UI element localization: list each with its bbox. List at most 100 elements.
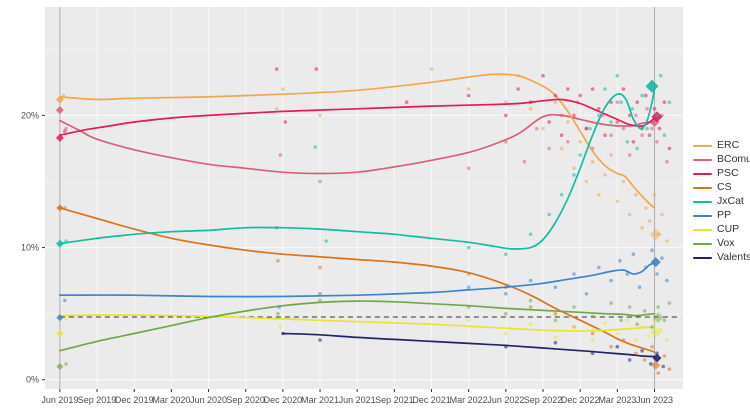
- poll-dot: [466, 87, 471, 91]
- result-diamond: [650, 257, 661, 268]
- poll-dot: [652, 192, 657, 197]
- poll-dot: [665, 239, 669, 243]
- poll-dot: [635, 322, 639, 327]
- poll-dot: [281, 87, 285, 91]
- result-diamond: [650, 326, 662, 338]
- x-tick-label: Jun 2021: [339, 395, 376, 405]
- poll-dot: [584, 292, 589, 296]
- poll-dot: [603, 133, 607, 137]
- legend-swatch: [693, 186, 712, 189]
- x-tick-label: Mar 2023: [598, 395, 636, 405]
- poll-dot: [572, 173, 576, 177]
- poll-dot: [645, 107, 649, 111]
- poll-dot: [64, 317, 68, 321]
- poll-dot: [621, 87, 626, 91]
- poll-dot: [504, 311, 508, 316]
- poll-dot: [640, 225, 644, 230]
- legend-label: CUP: [717, 223, 740, 235]
- poll-dot: [566, 140, 570, 144]
- poll-dot: [667, 367, 672, 372]
- legend-label: ERC: [717, 139, 740, 151]
- series-vox: [56, 298, 672, 371]
- poll-dot: [662, 133, 667, 137]
- poll-dot: [278, 325, 283, 329]
- legend-item-psc: PSC: [693, 168, 750, 179]
- poll-dot: [553, 340, 558, 345]
- poll-dot: [660, 212, 664, 217]
- result-diamond: [56, 314, 64, 322]
- poll-dot: [276, 259, 280, 263]
- legend-item-cs: CS: [693, 182, 750, 193]
- poll-dot: [652, 318, 657, 323]
- series-cs: [56, 204, 672, 375]
- poll-dot: [630, 107, 634, 111]
- poll-dot: [277, 305, 281, 309]
- poll-dot: [466, 285, 471, 290]
- poll-dot: [662, 318, 667, 323]
- poll-dot: [314, 67, 319, 71]
- poll-dot: [597, 192, 601, 197]
- poll-dot: [656, 232, 660, 237]
- result-diamond: [56, 329, 64, 337]
- poll-dot: [466, 245, 471, 250]
- poll-dot: [646, 334, 651, 338]
- x-tick-label: Dec 2020: [264, 395, 303, 405]
- poll-dot: [504, 292, 508, 296]
- y-tick-label: 0%: [26, 375, 39, 385]
- poll-dot: [621, 179, 626, 184]
- poll-dot: [324, 239, 329, 243]
- poll-dot: [318, 292, 322, 296]
- result-diamond: [55, 239, 64, 248]
- poll-dot: [547, 120, 551, 124]
- poll-dot: [667, 301, 672, 305]
- poll-dot: [313, 145, 317, 149]
- poll-dot: [640, 348, 644, 353]
- poll-dot: [655, 113, 659, 118]
- poll-dot: [667, 146, 672, 151]
- poll-dot: [578, 140, 582, 144]
- poll-dot: [603, 87, 607, 91]
- poll-dot: [609, 301, 613, 305]
- trend-line: [59, 314, 656, 332]
- poll-dot: [553, 100, 558, 104]
- x-tick-label: Sep 2022: [524, 395, 563, 405]
- poll-dot: [667, 100, 672, 104]
- result-diamond: [56, 363, 64, 371]
- legend-swatch: [693, 256, 712, 259]
- poll-dot: [274, 67, 279, 71]
- poll-dot: [553, 335, 558, 340]
- poll-dot: [318, 298, 322, 303]
- trend-line: [59, 73, 656, 209]
- poll-dot: [572, 113, 576, 118]
- x-tick-label: Jun 2023: [636, 395, 673, 405]
- legend-swatch: [693, 172, 712, 175]
- result-diamond: [652, 353, 662, 363]
- poll-dot: [619, 318, 623, 323]
- legend-label: PP: [717, 209, 732, 221]
- poll-dot: [516, 87, 520, 91]
- poll-dot: [504, 100, 508, 104]
- poll-dot: [597, 107, 601, 111]
- poll-dot: [578, 93, 582, 98]
- poll-dot: [627, 358, 632, 362]
- legend-item-pp: PP: [693, 210, 750, 221]
- poll-dot: [528, 305, 533, 309]
- legend-item-jxcat: JxCat: [693, 196, 750, 207]
- poll-dot: [590, 159, 595, 164]
- y-tick-label: 20%: [21, 110, 39, 120]
- trend-line: [59, 262, 656, 298]
- trend-line: [59, 98, 656, 137]
- poll-dot: [609, 153, 613, 157]
- poll-dot: [619, 100, 623, 104]
- poll-dot: [655, 272, 659, 276]
- x-tick-label: Dec 2019: [115, 395, 154, 405]
- legend-item-valents: Valents: [693, 252, 750, 263]
- x-tick-label: Jun 2022: [487, 395, 524, 405]
- legend-swatch: [693, 242, 712, 245]
- legend-label: JxCat: [717, 195, 744, 207]
- poll-dot: [625, 140, 630, 144]
- poll-dot: [603, 173, 607, 177]
- poll-dot: [528, 278, 533, 283]
